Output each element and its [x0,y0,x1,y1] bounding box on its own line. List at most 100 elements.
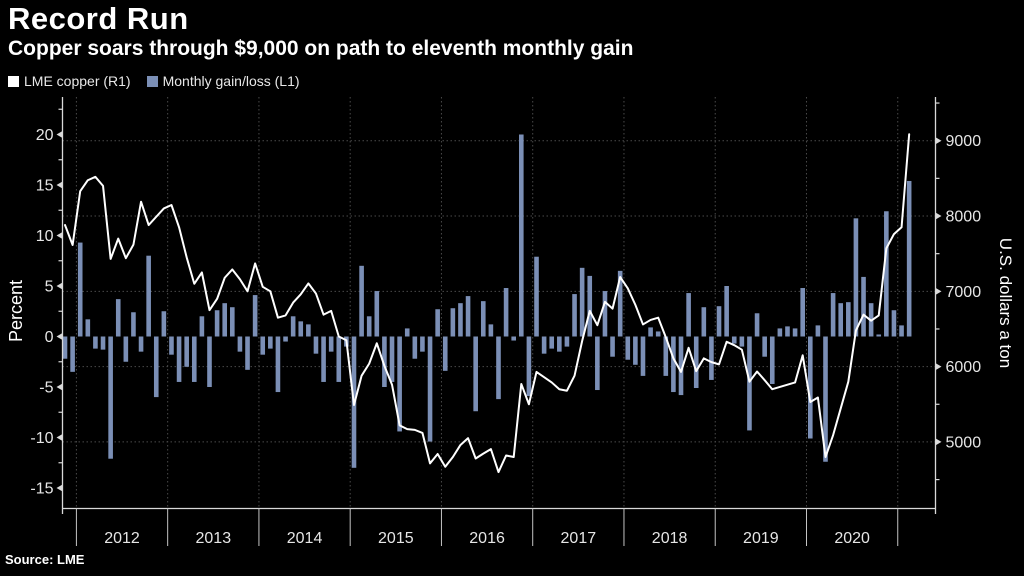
bar [701,307,707,337]
bar [131,312,136,337]
left-major-tick [56,434,63,441]
bar [435,309,440,337]
bar [260,336,266,355]
bar [557,336,562,352]
bar [442,336,448,371]
bar [237,336,243,352]
left-major-tick [56,181,63,189]
bar [899,325,904,337]
vertical-gridlines [75,97,899,509]
right-tick-label: 9000 [946,133,982,150]
bar [769,336,775,384]
legend-swatch-bar-icon [146,75,158,87]
left-major-tick [56,484,63,492]
bar [762,336,767,357]
legend: LME copper (R1) Monthly gain/loss (L1) [8,73,300,89]
bar [283,336,288,342]
left-major-tick [56,131,63,138]
bar [876,334,882,337]
bar [846,302,851,337]
year-label: 2020 [834,530,870,547]
legend-label-monthly-gain: Monthly gain/loss (L1) [162,73,300,89]
left-tick-label: 10 [36,228,54,245]
bar [450,308,456,337]
bar [100,336,106,350]
bar [184,336,189,367]
right-major-tick [935,438,942,446]
bar [153,336,159,398]
legend-label-lme-copper: LME copper (R1) [24,73,131,89]
bar [85,319,91,337]
bar [579,267,585,337]
year-label: 2012 [104,530,140,547]
bar [519,134,524,337]
bar [838,303,844,337]
bar [693,336,699,389]
bar [252,295,258,337]
bar [625,336,631,360]
bar [176,336,182,382]
bar [663,336,669,376]
bar [640,336,646,376]
bar [891,310,897,337]
bar [861,276,866,337]
axis-tick-labels: 20 15 10 5 0 -5 -10 -15 9000 8000 7000 6000 5000 Perc… [6,127,1015,498]
bar [496,336,501,400]
bar [549,336,555,349]
bar [686,293,691,337]
bar [245,336,250,370]
bar [374,291,380,337]
bar [823,336,828,462]
legend-item-lme-copper: LME copper (R1) [8,73,131,89]
bar [731,336,737,344]
bar [595,336,600,391]
bar [785,326,790,337]
right-tick-label: 6000 [946,359,982,376]
bar [321,336,326,382]
bar [853,218,859,337]
left-major-tick [56,232,63,239]
year-label: 2015 [378,530,414,547]
bar [62,336,68,359]
right-axis-title: U.S. dollars a ton [996,238,1015,368]
bar [306,324,311,337]
left-tick-label: 5 [45,279,54,296]
bar-series-monthly-gain-loss [62,134,912,468]
bar [458,303,463,337]
bar [671,336,676,393]
bar [222,303,228,337]
axis-ticks [56,102,942,492]
bar [313,336,319,354]
bar [404,328,410,337]
bar [123,336,129,362]
bar [230,307,235,337]
bar [412,336,418,359]
bar [709,336,714,380]
bar [807,336,813,439]
left-tick-label: -10 [30,430,53,447]
bar [359,265,364,337]
bar [169,336,174,355]
bar [146,255,151,337]
bar [275,336,281,393]
right-major-tick [935,287,942,295]
bar [70,336,75,372]
left-tick-label: 0 [45,329,54,346]
bar [268,336,273,349]
bar [526,336,532,397]
left-major-tick [56,333,63,340]
bar [678,336,684,396]
bar [633,336,638,365]
year-label: 2019 [743,530,779,547]
bar [716,306,722,337]
right-tick-label: 7000 [946,284,982,301]
right-tick-label: 8000 [946,209,982,226]
bar [792,328,798,337]
bar [572,294,577,337]
left-tick-label: -5 [39,380,53,397]
left-major-tick [56,282,63,290]
left-tick-label: -15 [30,481,53,498]
bar [648,327,653,337]
